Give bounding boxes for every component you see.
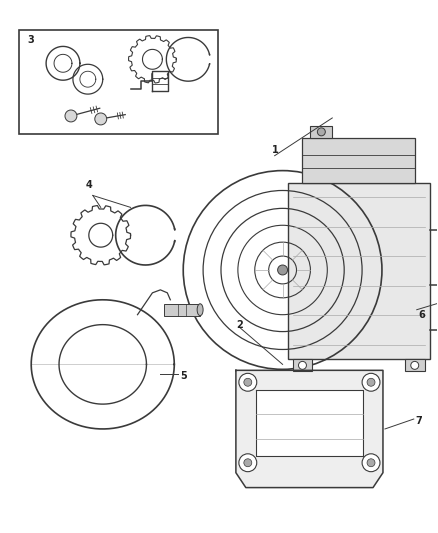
- Text: 2: 2: [236, 320, 243, 329]
- Bar: [311, 126, 332, 138]
- Circle shape: [244, 459, 252, 467]
- Circle shape: [239, 373, 257, 391]
- Polygon shape: [256, 390, 363, 456]
- Bar: [19, 29, 218, 134]
- Polygon shape: [236, 370, 383, 488]
- Text: 1: 1: [272, 145, 279, 155]
- Text: 7: 7: [416, 416, 423, 426]
- Circle shape: [411, 361, 419, 369]
- Circle shape: [95, 113, 107, 125]
- Text: 5: 5: [180, 372, 187, 381]
- Circle shape: [362, 454, 380, 472]
- Bar: [288, 182, 430, 359]
- Text: 4: 4: [86, 181, 92, 190]
- Circle shape: [65, 110, 77, 122]
- Circle shape: [239, 454, 257, 472]
- Bar: [293, 359, 312, 372]
- Circle shape: [318, 128, 325, 136]
- Ellipse shape: [197, 304, 203, 316]
- Bar: [405, 359, 425, 372]
- Circle shape: [244, 378, 252, 386]
- Circle shape: [362, 373, 380, 391]
- Text: 3: 3: [27, 35, 34, 45]
- Circle shape: [298, 361, 307, 369]
- Circle shape: [278, 265, 288, 275]
- Text: 6: 6: [419, 310, 425, 320]
- Bar: [303, 138, 415, 182]
- Bar: [164, 304, 200, 316]
- Circle shape: [367, 459, 375, 467]
- Circle shape: [367, 378, 375, 386]
